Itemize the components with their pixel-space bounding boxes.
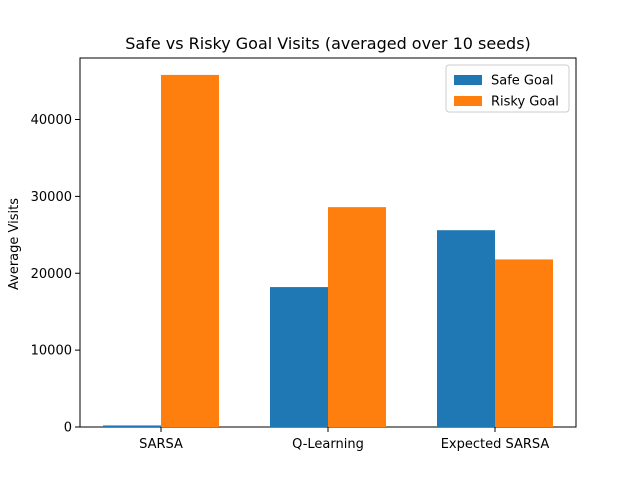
- y-tick-label: 20000: [31, 267, 72, 282]
- chart-title: Safe vs Risky Goal Visits (averaged over…: [125, 34, 531, 53]
- y-tick-label: 40000: [31, 113, 72, 128]
- bar-safe-goal-expected-sarsa: [437, 230, 495, 427]
- bar-risky-goal-q-learning: [328, 207, 386, 427]
- legend-swatch: [454, 96, 482, 106]
- y-tick-label: 30000: [31, 190, 72, 205]
- legend-swatch: [454, 75, 482, 85]
- x-tick-label: Expected SARSA: [441, 437, 550, 452]
- legend-label: Safe Goal: [491, 74, 554, 89]
- y-axis-label: Average Visits: [7, 198, 22, 290]
- bar-safe-goal-q-learning: [270, 287, 328, 427]
- bar-safe-goal-sarsa: [103, 425, 161, 427]
- bar-risky-goal-expected-sarsa: [495, 259, 553, 427]
- legend: Safe Goal Risky Goal: [445, 64, 570, 113]
- y-tick-label: 10000: [31, 344, 72, 359]
- y-tick-label: 0: [64, 421, 72, 436]
- legend-label: Risky Goal: [491, 95, 559, 110]
- x-tick-label: Q-Learning: [292, 437, 364, 452]
- bars: [103, 74, 553, 427]
- x-tick-label: SARSA: [139, 437, 183, 452]
- y-axis: 0 10000 20000 30000 40000: [31, 113, 80, 436]
- x-axis: SARSA Q-Learning Expected SARSA: [139, 427, 549, 452]
- bar-risky-goal-sarsa: [161, 74, 219, 427]
